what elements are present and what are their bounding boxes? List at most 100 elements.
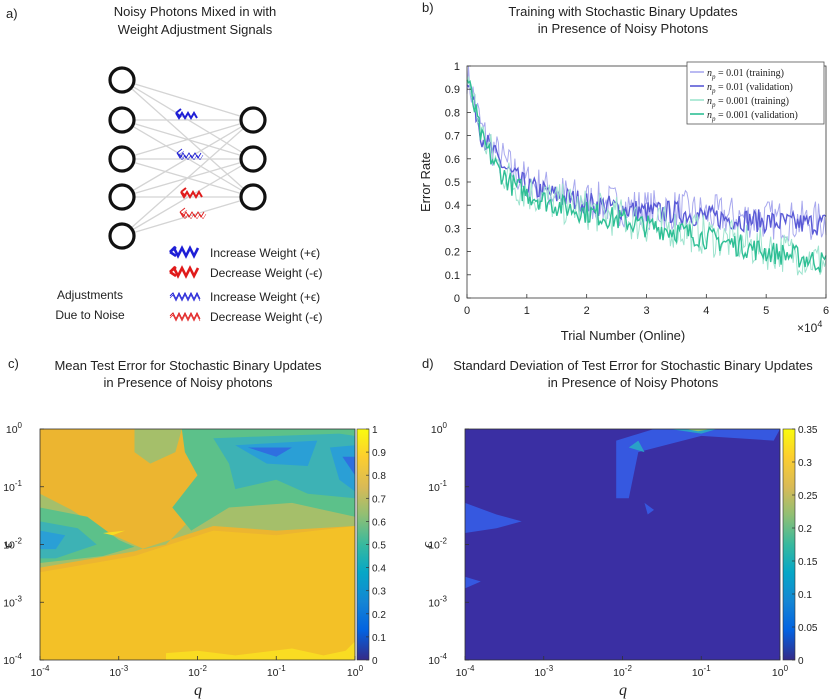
heatmap-contour: [40, 526, 355, 660]
heatmap-contour: [166, 641, 355, 660]
panel-d-xlabel: q: [619, 682, 627, 699]
neuron: [108, 106, 136, 134]
colorbar-tick-label: 0.7: [372, 494, 386, 505]
y-tick-label: 0.3: [445, 223, 460, 235]
legend-label: np = 0.001 (validation): [707, 110, 798, 123]
series-line: [466, 79, 827, 273]
panel-b-title-line2: in Presence of Noisy Photons: [538, 21, 709, 36]
noisy-decrease-icon: [169, 311, 201, 321]
legend-increase-solid: Increase Weight (+ϵ): [169, 245, 320, 260]
legend-label: Increase Weight (+ϵ): [210, 290, 320, 304]
x-tick-label: 6: [823, 305, 829, 317]
y-tick-label: 10-2: [3, 537, 22, 552]
series-line: [466, 65, 827, 242]
weight-signal-icon: [180, 190, 203, 199]
colorbar-tick-label: 0: [798, 656, 804, 667]
x-tick-label: 10-2: [188, 664, 207, 679]
panel-b-label: b): [422, 0, 434, 15]
colorbar-tick-label: 0.4: [372, 564, 386, 575]
heatmap-contour: [342, 456, 355, 476]
x-tick-label: 4: [703, 305, 709, 317]
heatmap-contour: [628, 440, 645, 453]
panel-c-xlabel: q: [194, 682, 202, 699]
y-tick-label: 0.8: [445, 107, 460, 119]
colorbar: [782, 428, 796, 661]
neuron: [239, 183, 267, 211]
heatmap-frame: [39, 428, 356, 661]
x-tick-label: 10-1: [692, 664, 711, 679]
heatmap-contour: [103, 530, 126, 536]
heatmap-contour: [247, 447, 292, 457]
panel-a-title-line2: Weight Adjustment Signals: [118, 22, 273, 37]
panel-d-label: d): [422, 356, 434, 371]
neuron: [108, 66, 136, 94]
heatmap-frame: [464, 428, 781, 661]
panel-d: d) Standard Deviation of Test Error for …: [420, 356, 818, 699]
panel-b-plot: 0 1 2 3 4 5 6 0 0.1 0.2 0.3 0.4 0.5 0.6 0.7 0.8 0.9 1 np =…: [445, 61, 829, 317]
legend-label: np = 0.001 (training): [707, 96, 789, 109]
y-tick-label: 100: [6, 421, 23, 436]
colorbar-tick-label: 0.2: [798, 524, 812, 535]
legend-label: np = 0.01 (validation): [707, 82, 793, 95]
colorbar-tick-label: 0.15: [798, 557, 818, 568]
network-legend: Increase Weight (+ϵ) Decrease Weight (-ϵ…: [55, 245, 322, 324]
legend-decrease-noisy: Decrease Weight (-ϵ): [169, 310, 322, 324]
heatmap-contour: [644, 502, 654, 515]
x-tick-label: 10-1: [267, 664, 286, 679]
panel-c-title-line1: Mean Test Error for Stochastic Binary Up…: [54, 358, 322, 373]
y-tick-label: 10-1: [428, 479, 447, 494]
network-edge: [121, 196, 254, 237]
legend-label: Increase Weight (+ϵ): [210, 246, 320, 260]
y-tick-label: 0: [454, 293, 460, 305]
panel-a: a) Noisy Photons Mixed in with Weight Ad…: [6, 4, 322, 324]
y-tick-label: 10-2: [428, 537, 447, 552]
heatmap-contour: [669, 429, 717, 434]
y-tick-label: 10-4: [428, 652, 447, 667]
neuron: [239, 106, 267, 134]
network-edge: [121, 158, 254, 237]
x-tick-label: 5: [763, 305, 769, 317]
colorbar-tick-label: 0: [372, 656, 378, 667]
colorbar-tick-label: 0.8: [372, 471, 386, 482]
heatmap-contour: [40, 521, 97, 559]
y-tick-label: 10-3: [428, 594, 447, 609]
noisy-increase-icon: [169, 291, 201, 301]
colorbar-tick-label: 0.2: [372, 610, 386, 621]
y-tick-label: 0.4: [445, 200, 460, 212]
x-tick-label: 0: [464, 305, 470, 317]
heatmap-contour: [40, 530, 66, 550]
panel-d-title-line2: in Presence of Noisy Photons: [548, 375, 719, 390]
y-tick-label: 10-4: [3, 652, 22, 667]
y-tick-label: 10-1: [3, 479, 22, 494]
legend-increase-noisy: Increase Weight (+ϵ): [169, 290, 320, 304]
colorbar-tick-label: 0.35: [798, 425, 818, 436]
adjustments-label-line2: Due to Noise: [55, 308, 125, 322]
series-line: [466, 81, 827, 236]
panel-d-ylabel: ϵ: [420, 541, 436, 548]
x-tick-label: 1: [524, 305, 530, 317]
panel-c: c) Mean Test Error for Stochastic Binary…: [0, 356, 386, 699]
legend-label: Decrease Weight (-ϵ): [210, 310, 322, 324]
panel-b-ylabel: Error Rate: [418, 152, 433, 212]
colorbar-tick-label: 0.3: [798, 458, 812, 469]
y-tick-label: 0.7: [445, 131, 460, 143]
x-tick-label: 10-3: [109, 664, 128, 679]
colorbar-tick-label: 0.05: [798, 623, 818, 634]
x-tick-label: 10-4: [31, 664, 50, 679]
network-edge: [121, 79, 254, 198]
colorbar-tick-label: 0.1: [798, 590, 812, 601]
x-tick-label: 3: [643, 305, 649, 317]
x-tick-label: 100: [347, 664, 364, 679]
y-tick-label: 0.5: [445, 177, 460, 189]
neuron: [108, 145, 136, 173]
neuron: [108, 183, 136, 211]
x-tick-label: 2: [584, 305, 590, 317]
panel-c-heatmap: 10-4 10-3 10-2 10-1 100 10-4 10-3 10-2 10-1 100 0 0…: [3, 421, 386, 679]
colorbar-tick-label: 0.9: [372, 448, 386, 459]
colorbar-tick-label: 0.6: [372, 517, 386, 528]
panel-b-x-exponent: ×104: [797, 319, 822, 335]
panel-c-ylabel: ϵ: [0, 541, 16, 548]
x-tick-label: 100: [772, 664, 789, 679]
panel-b: b) Training with Stochastic Binary Updat…: [418, 0, 829, 343]
